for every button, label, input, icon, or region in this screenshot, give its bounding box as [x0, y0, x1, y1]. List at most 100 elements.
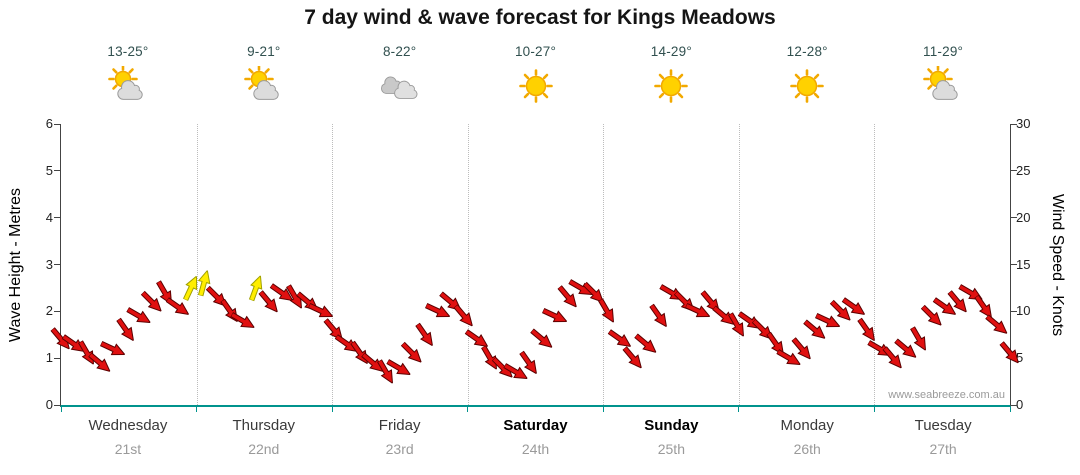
y-tick-mark-right: [1011, 310, 1017, 312]
y-tick-mark-left: [54, 170, 60, 172]
wind-arrow: [359, 350, 387, 377]
temp-range: 8-22°: [382, 44, 417, 59]
baseline-tick: [738, 407, 740, 412]
y-tick-mark-left: [54, 310, 60, 312]
y-tick-label-right: 30: [1016, 116, 1031, 131]
wind-arrow: [75, 339, 99, 368]
wind-arrow: [256, 288, 283, 316]
baseline-tick: [331, 407, 333, 412]
wind-arrow: [478, 344, 502, 373]
day-labels: Wednesday 21st Thursday 22nd Friday 23rd Satur…: [60, 417, 1011, 457]
wind-arrow: [113, 316, 139, 345]
temp-range: 10-27°: [514, 44, 557, 59]
right-axis-label: Wind Speed - Knots: [1049, 193, 1066, 337]
day-label-thursday: Thursday 22nd: [196, 417, 332, 457]
wind-arrow: [945, 288, 972, 316]
day-gridline: [196, 124, 198, 405]
y-tick-mark-right: [1011, 404, 1017, 406]
baseline-tick: [196, 407, 198, 412]
y-tick-mark-left: [54, 217, 60, 219]
day-label-monday: Monday 26th: [739, 417, 875, 457]
day-name: Monday: [780, 417, 834, 434]
y-tick-label-left: 0: [45, 397, 53, 412]
wind-arrow: [827, 298, 855, 326]
day-date: 22nd: [248, 441, 280, 457]
wind-arrow: [153, 278, 177, 307]
day-gridline: [332, 124, 334, 405]
wind-arrow: [217, 297, 243, 326]
wind-arrow: [412, 320, 438, 349]
day-date: 23rd: [385, 441, 414, 457]
day-label-saturday: Saturday 24th: [468, 417, 604, 457]
y-tick-label-right: 0: [1016, 397, 1024, 412]
y-tick-mark-right: [1011, 217, 1017, 219]
wind-arrow: [865, 337, 894, 361]
day-label-tuesday: Tuesday 27th: [875, 417, 1011, 457]
wind-arrow: [983, 312, 1011, 339]
wind-arrow: [294, 289, 322, 316]
y-tick-mark-right: [1011, 123, 1017, 125]
wind-arrow: [283, 283, 307, 312]
day-date: 27th: [929, 441, 957, 457]
temp-range: 9-21°: [247, 44, 281, 59]
partly-cloudy-icon: [60, 64, 196, 108]
y-tick-label-right: 5: [1016, 350, 1024, 366]
wind-arrow: [683, 300, 712, 323]
wind-arrow: [907, 325, 931, 354]
wind-arrow: [124, 304, 153, 328]
day-header-sunday: 14-29°: [603, 44, 739, 108]
wind-arrow: [956, 280, 985, 304]
day-header-tuesday: 11-29°: [875, 44, 1011, 108]
wind-arrow: [840, 294, 869, 320]
temp-range: 14-29°: [650, 44, 692, 59]
wind-arrow: [60, 331, 89, 357]
y-tick-label-left: 4: [45, 209, 53, 225]
wind-arrow: [516, 348, 542, 377]
partly-cloudy-icon: [875, 64, 1011, 108]
day-header-wednesday: 13-25°: [60, 44, 196, 108]
day-name: Thursday: [232, 417, 296, 434]
day-header-saturday: 10-27°: [468, 44, 604, 108]
day-gridline: [603, 124, 605, 405]
wind-arrow: [164, 294, 193, 320]
baseline-tick: [873, 407, 875, 412]
wind-arrow: [725, 311, 749, 340]
wind-arrow: [268, 280, 297, 306]
y-tick-label-right: 10: [1016, 303, 1031, 319]
y-tick-label-left: 5: [45, 162, 53, 178]
wind-arrow: [646, 302, 672, 331]
wind-arrow: [138, 288, 166, 316]
wind-arrow: [606, 327, 635, 353]
wind-arrow: [774, 346, 803, 370]
wind-arrow: [566, 276, 595, 300]
watermark: www.seabreeze.com.au: [888, 389, 1005, 401]
wind-arrow: [918, 302, 946, 330]
wind-arrow: [632, 331, 660, 358]
day-date: 24th: [521, 441, 550, 457]
wind-arrow: [698, 288, 725, 316]
sunny-icon: [739, 66, 875, 108]
wind-arrow: [333, 331, 362, 357]
wind-arrow: [595, 297, 619, 326]
wind-arrow: [710, 303, 738, 330]
wind-arrow: [451, 302, 478, 330]
sunny-icon: [468, 66, 604, 108]
wind-arrow: [374, 358, 398, 387]
y-tick-label-right: 15: [1016, 256, 1031, 272]
y-tick-label-right: 20: [1016, 209, 1031, 225]
y-tick-label-left: 1: [45, 350, 53, 366]
wind-arrow: [749, 316, 777, 344]
day-date: 21st: [114, 441, 142, 457]
gust-arrow: [245, 273, 266, 302]
wind-arrow: [347, 339, 373, 368]
day-gridline: [467, 124, 469, 405]
y-tick-label-left: 6: [45, 116, 53, 131]
temp-range: 13-25°: [107, 44, 149, 59]
wind-arrow: [736, 308, 765, 334]
wind-arrow: [423, 300, 452, 323]
plot-area: www.seabreeze.com.au 0 1 2 3 4 5 6 0 5 10 15 20 25 30: [46, 116, 1030, 412]
cloudy-icon: [332, 66, 468, 108]
partly-cloudy-icon: [196, 64, 332, 108]
wind-arrow: [763, 330, 789, 359]
wind-arrow: [86, 350, 114, 377]
